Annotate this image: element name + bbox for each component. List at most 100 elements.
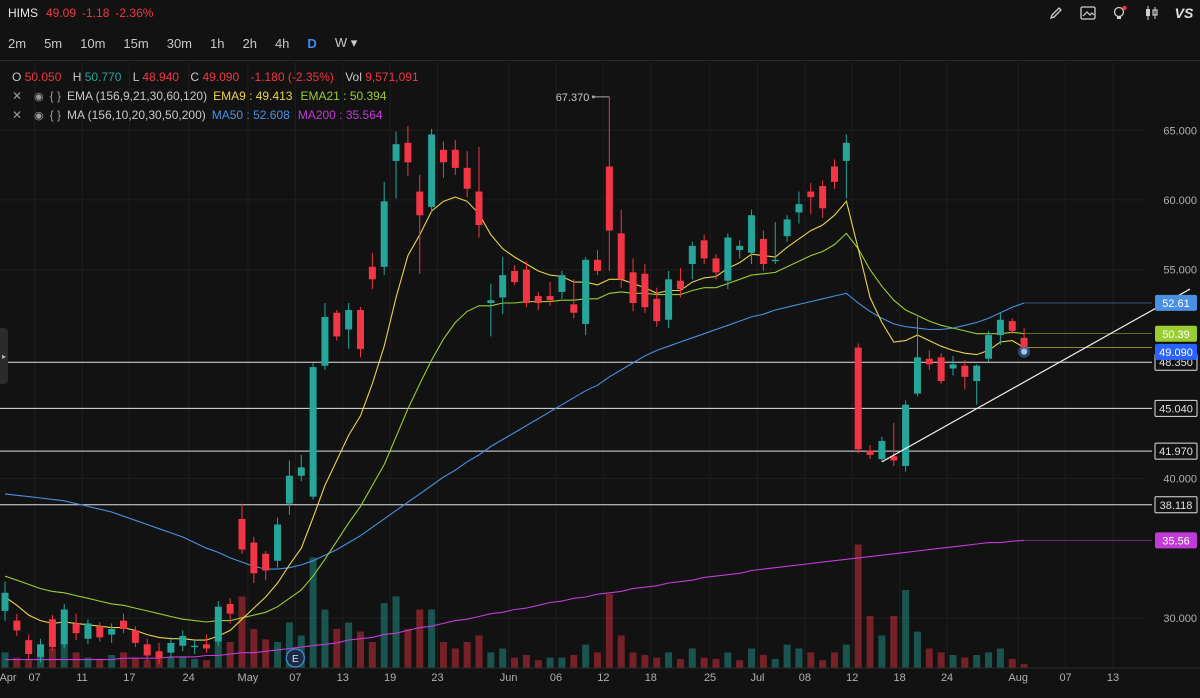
candle-body (368, 266, 376, 280)
x-tick-label: 06 (550, 672, 562, 684)
candle-body (439, 149, 447, 163)
candle-body (131, 630, 139, 643)
candle-body (676, 280, 684, 290)
tf-15m[interactable]: 15m (123, 35, 149, 51)
candle-body (297, 467, 305, 476)
candle-body (37, 644, 45, 657)
close-value: 49.090 (202, 70, 240, 84)
symbol-name[interactable]: HIMS (8, 6, 38, 20)
y-tick-label: 55.000 (1163, 265, 1197, 277)
settings-ema-icon[interactable]: { } (49, 89, 61, 103)
tf-2h[interactable]: 2h (242, 35, 257, 51)
expand-panel-handle[interactable]: ▸ (0, 328, 8, 384)
toolbar-icons: VS (1046, 0, 1194, 26)
volume-bar (167, 657, 175, 668)
volume-bar (463, 642, 471, 668)
volume-bar (345, 622, 353, 668)
candle-body (285, 475, 293, 504)
pencil-icon[interactable] (1046, 3, 1066, 23)
volume-bar (522, 655, 530, 668)
ma-indicator-row: ✕ ◉ { } MA (156,10,20,30,50,200) MA50 : … (12, 108, 391, 122)
candle-body (594, 259, 601, 271)
low-label: L (132, 70, 140, 84)
volume-bar (368, 642, 376, 668)
volume-bar (13, 657, 21, 668)
candle-body (890, 456, 898, 461)
candle-body (854, 347, 862, 450)
tf-4h[interactable]: 4h (274, 35, 290, 51)
x-tick-label: Apr (0, 672, 17, 684)
candle-body (961, 365, 969, 377)
volume-bar (534, 660, 542, 668)
ma-indicator-name[interactable]: MA (156,10,20,30,50,200) (66, 108, 206, 122)
eye-ma-icon[interactable]: ◉ (34, 109, 44, 122)
x-tick-label: 12 (846, 672, 858, 684)
candle-body (724, 237, 732, 281)
tf-1h[interactable]: 1h (210, 35, 225, 51)
volume-bar (96, 658, 104, 668)
x-tick-label: Jun (500, 672, 518, 684)
ma200-value: MA200 : 35.564 (297, 108, 383, 122)
toolbar-divider (0, 60, 1200, 61)
tf-2m[interactable]: 2m (8, 35, 27, 51)
volume-bar (1, 652, 9, 668)
volume-bar (973, 655, 981, 668)
volume-bar (653, 657, 661, 668)
remove-ma-icon[interactable]: ✕ (12, 108, 23, 122)
candle-body (771, 259, 779, 262)
price-tag-box (1155, 532, 1197, 549)
remove-ema-icon[interactable]: ✕ (12, 89, 23, 103)
volume-bar (712, 658, 720, 668)
volume-bar (700, 657, 708, 668)
earnings-marker-label: E (292, 654, 299, 665)
candle-body (333, 312, 341, 337)
high-label: H (72, 70, 82, 84)
volume-bar (179, 656, 187, 668)
ema-indicator-name[interactable]: EMA (156,9,21,30,60,120) (66, 89, 208, 103)
volume-bar (570, 655, 578, 668)
volume-bar (736, 660, 744, 668)
timeframe-bar: 2m 5m 10m 15m 30m 1h 2h 4h D W ▾ (0, 29, 375, 57)
x-tick-label: 07 (29, 672, 41, 684)
x-tick-label: 13 (1107, 672, 1119, 684)
x-tick-label: 24 (941, 672, 953, 684)
tf-10m[interactable]: 10m (80, 35, 106, 51)
candle-body (428, 134, 436, 207)
vs-compare-icon[interactable]: VS (1174, 5, 1194, 21)
open-value: 50.050 (24, 70, 62, 84)
trendline (881, 288, 1191, 463)
candle-body (392, 144, 400, 161)
tf-daily[interactable]: D (307, 35, 317, 51)
candle-body (250, 542, 258, 574)
volume-bar (913, 631, 921, 668)
candle-body (617, 233, 625, 280)
tf-30m[interactable]: 30m (166, 35, 193, 51)
overlay-layer: 67.370 E (285, 92, 1191, 668)
candle-body (226, 603, 234, 614)
close-change: -1.180 (-2.35%) (250, 70, 334, 84)
lightbulb-icon[interactable] (1110, 3, 1130, 23)
candle-body (48, 619, 56, 648)
y-tick-label: 60.000 (1163, 195, 1197, 207)
volume-bar (250, 629, 258, 668)
volume-bar (819, 660, 827, 668)
candlestick-icon[interactable] (1142, 3, 1162, 23)
price-tag-box (1155, 294, 1197, 311)
volume-bar (842, 644, 850, 668)
y-tick-label: 30.000 (1163, 613, 1197, 625)
tf-5m[interactable]: 5m (44, 35, 63, 51)
tf-weekly-dropdown[interactable]: W ▾ (334, 35, 358, 50)
volume-bar (985, 652, 993, 668)
volume-bar (759, 655, 767, 668)
volume-bar (499, 648, 507, 668)
low-value: 48.940 (142, 70, 180, 84)
volume-bar (641, 655, 649, 668)
last-price: 49.09 (46, 6, 77, 20)
image-icon[interactable] (1078, 3, 1098, 23)
volume-bar (866, 616, 874, 668)
eye-ema-icon[interactable]: ◉ (34, 90, 44, 103)
grid-layer (0, 62, 1145, 668)
settings-ma-icon[interactable]: { } (49, 108, 61, 122)
volume-bar (285, 622, 293, 668)
